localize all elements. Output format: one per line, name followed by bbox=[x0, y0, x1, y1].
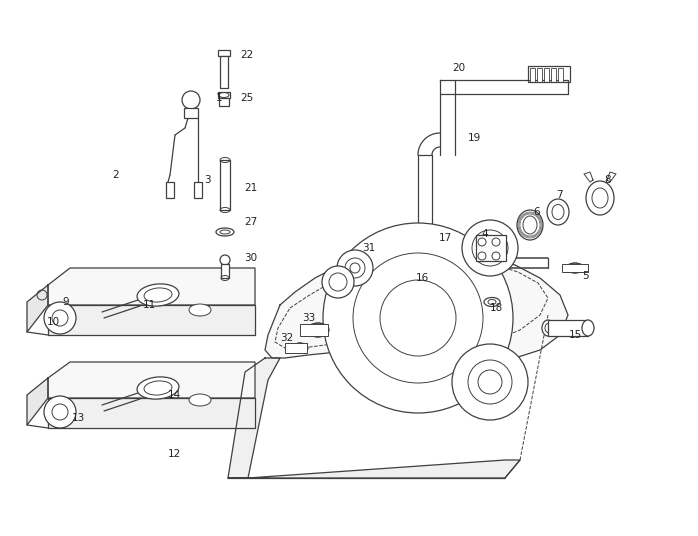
Circle shape bbox=[337, 250, 373, 286]
Text: 25: 25 bbox=[240, 93, 253, 103]
Polygon shape bbox=[265, 248, 568, 362]
Text: 30: 30 bbox=[244, 253, 257, 263]
Polygon shape bbox=[48, 362, 255, 398]
Bar bbox=[220, 56, 228, 88]
Circle shape bbox=[323, 223, 513, 413]
Text: 22: 22 bbox=[240, 50, 253, 60]
Ellipse shape bbox=[484, 297, 500, 307]
Ellipse shape bbox=[592, 188, 608, 208]
Bar bbox=[219, 98, 229, 106]
Text: 32: 32 bbox=[280, 333, 293, 343]
Bar bbox=[530, 68, 535, 82]
Circle shape bbox=[44, 396, 76, 428]
Circle shape bbox=[322, 266, 354, 298]
Polygon shape bbox=[440, 80, 568, 94]
Text: 17: 17 bbox=[439, 233, 452, 243]
Ellipse shape bbox=[542, 320, 554, 336]
Circle shape bbox=[492, 252, 500, 260]
Bar bbox=[184, 108, 198, 118]
Ellipse shape bbox=[189, 394, 211, 406]
Circle shape bbox=[478, 252, 486, 260]
Text: 11: 11 bbox=[143, 300, 156, 310]
Text: 18: 18 bbox=[490, 303, 503, 313]
Bar bbox=[221, 264, 229, 278]
Ellipse shape bbox=[582, 320, 594, 336]
Text: 9: 9 bbox=[62, 297, 68, 307]
Polygon shape bbox=[48, 305, 255, 335]
Text: 6: 6 bbox=[533, 207, 540, 217]
Ellipse shape bbox=[292, 343, 308, 353]
Circle shape bbox=[478, 238, 486, 246]
Text: 15: 15 bbox=[569, 330, 582, 340]
Ellipse shape bbox=[586, 181, 614, 215]
Text: 8: 8 bbox=[604, 175, 611, 185]
Circle shape bbox=[492, 238, 500, 246]
Polygon shape bbox=[228, 460, 520, 478]
Ellipse shape bbox=[189, 304, 211, 316]
Bar bbox=[285, 343, 307, 353]
Text: 10: 10 bbox=[47, 317, 60, 327]
Circle shape bbox=[182, 91, 200, 109]
Circle shape bbox=[462, 220, 518, 276]
Bar bbox=[220, 160, 230, 210]
Bar bbox=[218, 50, 230, 56]
Ellipse shape bbox=[307, 323, 329, 337]
Bar bbox=[166, 182, 174, 198]
Bar bbox=[562, 264, 588, 272]
Text: 27: 27 bbox=[244, 217, 258, 227]
Text: 5: 5 bbox=[582, 271, 588, 281]
Bar bbox=[218, 92, 230, 98]
Text: 21: 21 bbox=[244, 183, 258, 193]
Text: 2: 2 bbox=[112, 170, 119, 180]
Polygon shape bbox=[48, 398, 255, 428]
Bar bbox=[537, 68, 542, 82]
Circle shape bbox=[468, 360, 512, 404]
Ellipse shape bbox=[566, 263, 584, 273]
Circle shape bbox=[44, 302, 76, 334]
Text: 12: 12 bbox=[168, 449, 181, 459]
Text: 20: 20 bbox=[452, 63, 465, 73]
Text: 31: 31 bbox=[362, 243, 376, 253]
Bar bbox=[558, 68, 563, 82]
Text: 4: 4 bbox=[481, 229, 488, 239]
Text: 13: 13 bbox=[72, 413, 85, 423]
Ellipse shape bbox=[137, 284, 179, 306]
Ellipse shape bbox=[523, 216, 537, 234]
Bar bbox=[528, 66, 570, 82]
Text: 1: 1 bbox=[216, 93, 223, 103]
Polygon shape bbox=[48, 268, 255, 305]
Bar bbox=[194, 182, 202, 198]
Bar bbox=[551, 68, 556, 82]
Text: 14: 14 bbox=[168, 390, 181, 400]
Text: 3: 3 bbox=[204, 175, 211, 185]
Circle shape bbox=[452, 344, 528, 420]
Bar bbox=[544, 68, 549, 82]
Bar bbox=[476, 235, 506, 261]
Ellipse shape bbox=[552, 205, 564, 220]
Polygon shape bbox=[27, 285, 48, 332]
Polygon shape bbox=[228, 358, 280, 478]
Text: 33: 33 bbox=[302, 313, 315, 323]
Ellipse shape bbox=[517, 210, 543, 240]
Polygon shape bbox=[27, 378, 48, 425]
Text: 16: 16 bbox=[416, 273, 429, 283]
Bar bbox=[548, 320, 588, 336]
Bar bbox=[300, 324, 328, 336]
Text: 7: 7 bbox=[556, 190, 563, 200]
Text: 19: 19 bbox=[468, 133, 481, 143]
Ellipse shape bbox=[137, 377, 179, 399]
Circle shape bbox=[353, 253, 483, 383]
Ellipse shape bbox=[547, 199, 569, 225]
